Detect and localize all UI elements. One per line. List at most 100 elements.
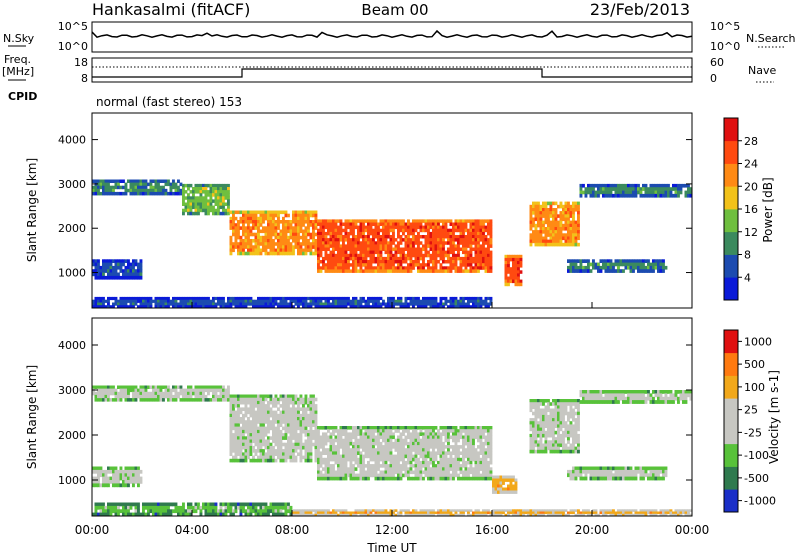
power-cell	[422, 263, 425, 267]
velocity-cell	[159, 394, 163, 399]
velocity-cell	[219, 391, 223, 396]
power-cell	[112, 265, 115, 270]
velocity-cell	[247, 417, 250, 421]
power-cell	[327, 302, 330, 306]
velocity-cell	[399, 441, 403, 446]
power-cell	[429, 302, 433, 306]
power-cell	[274, 220, 278, 224]
power-cell	[119, 265, 123, 270]
velocity-cell	[412, 435, 415, 440]
velocity-cell	[327, 426, 330, 430]
velocity-cell	[287, 436, 290, 440]
power-cell	[449, 250, 453, 255]
velocity-cell	[424, 467, 428, 471]
power-cell	[349, 228, 353, 233]
velocity-cell	[302, 417, 305, 421]
velocity-cell	[292, 413, 295, 418]
power-cell	[259, 210, 263, 215]
power-cell	[414, 263, 418, 267]
power-cell	[362, 260, 365, 264]
velocity-cell	[419, 429, 423, 433]
power-cell	[262, 248, 265, 253]
power-cell	[322, 256, 325, 261]
power-cell	[157, 299, 160, 303]
velocity-cell	[269, 407, 273, 411]
power-cell	[632, 190, 635, 195]
power-cell	[467, 231, 470, 236]
power-cell	[324, 250, 328, 255]
power-cell	[197, 202, 200, 206]
power-cell	[177, 296, 180, 301]
velocity-cell	[184, 391, 188, 396]
velocity-cell	[239, 426, 243, 431]
power-cell	[209, 183, 213, 188]
velocity-cell	[314, 436, 318, 440]
power-cell	[662, 190, 665, 195]
velocity-cell	[309, 404, 313, 408]
power-cell	[412, 241, 415, 245]
power-cell	[142, 188, 145, 193]
velocity-cell	[277, 426, 280, 431]
power-cell	[377, 269, 380, 273]
velocity-cell	[317, 476, 320, 481]
power-cell	[437, 225, 440, 230]
power-cell	[362, 263, 365, 267]
velocity-cell	[309, 429, 313, 434]
velocity-cell	[322, 426, 325, 430]
velocity-cell	[342, 441, 345, 446]
velocity-cell	[232, 413, 235, 418]
power-cell	[174, 296, 178, 301]
power-cell	[162, 296, 165, 301]
power-cell	[332, 305, 335, 309]
power-cell	[304, 299, 308, 303]
velocity-cell	[244, 436, 248, 440]
power-cell	[197, 205, 200, 210]
velocity-cell	[299, 458, 303, 463]
power-cell	[387, 296, 390, 301]
power-cell	[264, 226, 268, 230]
power-cell	[369, 296, 373, 301]
power-cell	[154, 305, 158, 309]
velocity-cell	[379, 429, 383, 433]
power-cell	[469, 244, 473, 248]
velocity-cell	[277, 445, 280, 450]
power-cell	[554, 223, 558, 228]
power-cell	[359, 256, 363, 261]
velocity-cell	[327, 464, 330, 468]
power-cell	[504, 257, 508, 262]
velocity-cell	[127, 394, 130, 399]
velocity-cell	[257, 433, 260, 437]
velocity-cell	[427, 460, 430, 465]
velocity-cell	[277, 420, 280, 424]
power-cell	[297, 229, 300, 234]
power-cell	[552, 223, 555, 228]
power-cell	[602, 259, 605, 263]
velocity-cell	[337, 448, 340, 452]
velocity-cell	[339, 438, 343, 443]
power-cell	[209, 193, 213, 197]
power-cell	[167, 182, 170, 187]
power-cell	[229, 305, 233, 309]
power-cell	[457, 219, 460, 223]
power-cell	[552, 227, 555, 231]
power-cell	[339, 253, 343, 258]
velocity-cell	[272, 436, 275, 440]
power-cell	[347, 244, 350, 248]
power-cell	[369, 256, 373, 261]
power-cell	[314, 302, 318, 306]
power-cell	[424, 269, 428, 273]
velocity-cell	[392, 426, 395, 430]
velocity-cell	[139, 398, 143, 402]
velocity-cell	[379, 454, 383, 459]
velocity-cell	[389, 470, 393, 475]
power-cell	[359, 305, 363, 309]
velocity-cell	[337, 467, 340, 471]
power-cell	[352, 296, 355, 301]
power-cell	[677, 187, 680, 191]
power-cell	[467, 219, 470, 223]
power-cell	[94, 299, 98, 303]
power-cell	[562, 223, 565, 228]
velocity-cell	[439, 435, 443, 440]
velocity-cell	[369, 470, 373, 475]
velocity-cell	[359, 432, 363, 436]
